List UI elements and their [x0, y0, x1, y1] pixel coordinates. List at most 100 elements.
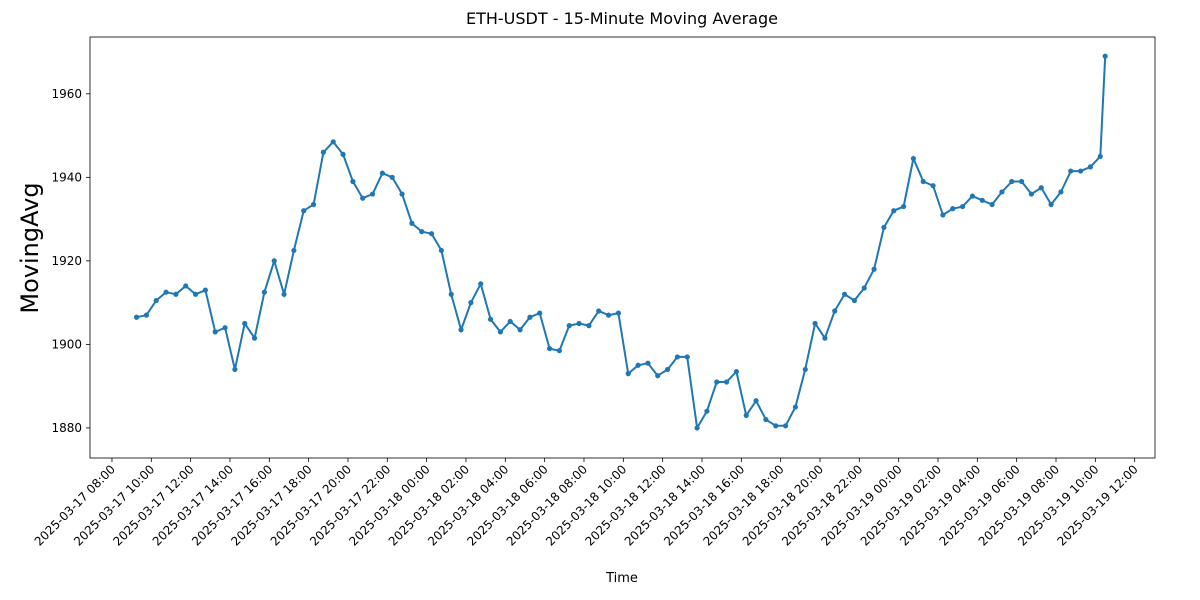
data-point — [1087, 164, 1094, 170]
data-point — [448, 291, 454, 297]
data-point — [655, 373, 661, 379]
data-point — [891, 208, 897, 214]
data-point — [281, 291, 287, 297]
data-point — [517, 327, 523, 333]
data-point — [802, 366, 808, 373]
data-point — [261, 289, 267, 295]
data-point — [1058, 189, 1064, 195]
data-point — [625, 371, 631, 377]
data-point — [232, 366, 238, 373]
data-point — [458, 327, 464, 333]
data-point — [723, 379, 730, 385]
y-tick-label: 1960 — [51, 87, 82, 101]
data-point — [369, 191, 376, 197]
data-point — [704, 408, 710, 414]
data-point — [832, 308, 838, 314]
data-point — [340, 151, 346, 157]
data-point — [507, 318, 513, 325]
data-point — [694, 425, 700, 431]
data-point — [546, 345, 553, 352]
data-point — [389, 174, 395, 180]
data-point — [733, 368, 740, 375]
data-point — [1018, 178, 1025, 185]
data-point — [989, 201, 995, 208]
data-point — [910, 155, 917, 162]
data-point — [487, 316, 494, 322]
data-point — [291, 247, 297, 254]
data-point — [959, 203, 966, 210]
data-point — [861, 285, 867, 291]
data-line — [136, 56, 1107, 431]
data-point — [674, 354, 681, 360]
data-point — [497, 329, 503, 335]
chart-title: ETH-USDT - 15-Minute Moving Average — [466, 9, 778, 28]
data-point — [350, 178, 356, 185]
data-point — [782, 423, 789, 429]
data-point — [812, 320, 818, 327]
data-point — [1097, 153, 1103, 160]
data-point — [1077, 168, 1084, 174]
data-point — [419, 229, 425, 235]
x-axis-label: Time — [605, 571, 638, 586]
data-point — [271, 258, 277, 264]
data-point — [438, 247, 444, 254]
data-point — [153, 297, 159, 304]
data-point — [242, 320, 248, 327]
data-point — [1048, 201, 1054, 208]
data-point — [566, 323, 572, 329]
data-point — [596, 308, 602, 314]
data-point — [143, 312, 149, 318]
data-point — [1009, 178, 1015, 185]
data-point — [645, 360, 651, 366]
data-point — [1028, 191, 1035, 197]
data-point — [999, 189, 1005, 195]
data-point — [841, 291, 848, 297]
data-point — [871, 266, 877, 272]
y-tick-label: 1920 — [51, 254, 82, 268]
data-point — [763, 416, 769, 423]
data-point — [527, 314, 533, 320]
data-point — [900, 203, 907, 210]
data-point — [1068, 168, 1074, 174]
data-point — [773, 423, 779, 429]
data-point — [310, 201, 317, 208]
data-point — [468, 300, 474, 306]
y-tick-label: 1900 — [51, 337, 82, 351]
data-point — [1102, 53, 1108, 59]
data-point — [202, 287, 208, 293]
data-point — [684, 354, 690, 360]
data-point — [330, 139, 336, 145]
data-point — [753, 398, 759, 404]
data-point — [743, 412, 749, 418]
data-point — [556, 348, 562, 354]
data-point — [950, 206, 956, 212]
data-point — [360, 195, 366, 201]
data-point — [881, 224, 887, 231]
data-point — [920, 178, 926, 185]
data-point — [979, 197, 985, 203]
y-tick-label: 1940 — [51, 170, 82, 184]
data-point — [664, 366, 671, 373]
data-point — [586, 323, 592, 329]
data-point — [183, 283, 189, 289]
data-point — [478, 281, 484, 287]
data-point — [192, 291, 199, 297]
data-point — [163, 289, 169, 295]
data-point — [635, 362, 641, 368]
y-axis-label: MovingAvg — [16, 182, 44, 313]
data-point — [379, 170, 385, 176]
data-point — [537, 310, 543, 316]
data-point — [930, 183, 936, 189]
data-point — [576, 320, 582, 327]
data-point — [792, 404, 799, 410]
data-point — [212, 329, 218, 335]
data-point — [940, 212, 946, 218]
data-point — [714, 379, 720, 385]
data-point — [399, 191, 405, 197]
data-point — [1038, 185, 1044, 191]
data-point — [615, 310, 622, 316]
data-point — [428, 231, 435, 237]
data-point — [851, 297, 858, 304]
y-tick-label: 1880 — [51, 421, 82, 435]
